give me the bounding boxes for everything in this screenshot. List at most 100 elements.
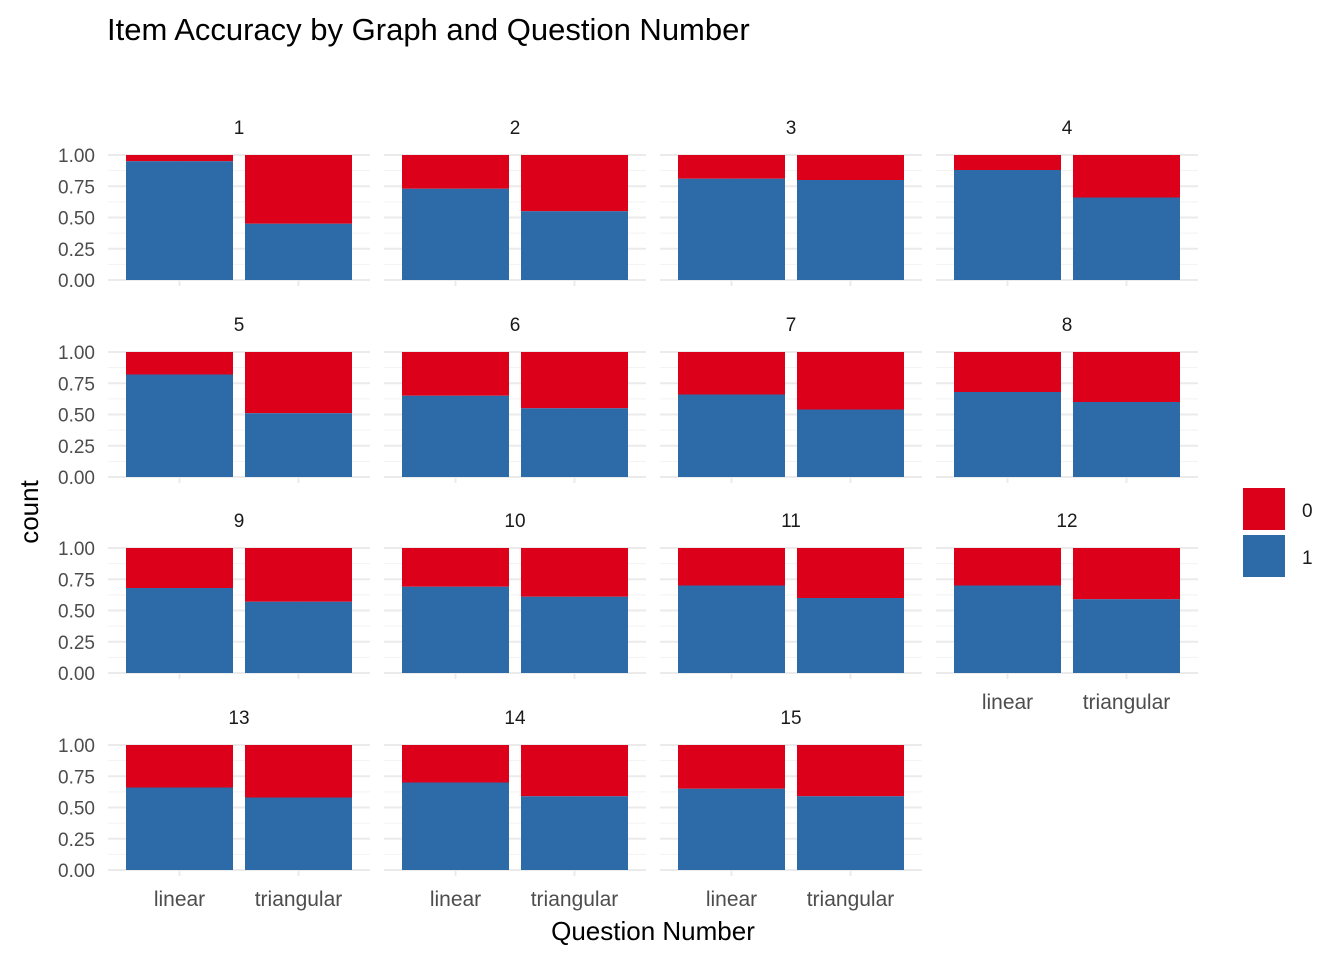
bar-segment-1-linear bbox=[954, 170, 1061, 280]
bar-segment-1-triangular bbox=[521, 796, 628, 870]
y-tick-label: 0.25 bbox=[58, 633, 95, 654]
panel-14: 14 linear triangular bbox=[384, 708, 646, 911]
bar-segment-1-linear bbox=[678, 178, 785, 280]
panel-9: 9 0.00 0.25 0.50 0.75 1.00 bbox=[58, 511, 370, 685]
bar-segment-0-triangular bbox=[797, 352, 904, 410]
panel-13: 13 0.00 0.25 0.50 0.75 1.00 linear triangular bbox=[58, 708, 370, 911]
bar-segment-1-triangular bbox=[245, 601, 352, 673]
bar-segment-1-linear bbox=[402, 395, 509, 477]
bar-segment-1-linear bbox=[126, 161, 233, 280]
bar-segment-0-triangular bbox=[521, 352, 628, 409]
y-tick-label: 0.00 bbox=[58, 664, 95, 685]
bar-segment-0-linear bbox=[678, 548, 785, 586]
panel-strip-label: 14 bbox=[504, 708, 526, 729]
bar-segment-0-linear bbox=[126, 352, 233, 375]
bar-segment-0-triangular bbox=[521, 155, 628, 212]
bar-segment-0-triangular bbox=[245, 548, 352, 602]
y-tick-label: 0.00 bbox=[58, 271, 95, 292]
y-tick-label: 1.00 bbox=[58, 736, 95, 757]
legend-label-0: 0 bbox=[1302, 501, 1313, 522]
y-tick-label: 0.75 bbox=[58, 374, 95, 395]
bar-segment-0-linear bbox=[402, 155, 509, 189]
bar-segment-1-triangular bbox=[797, 180, 904, 280]
y-tick-label: 0.00 bbox=[58, 861, 95, 882]
y-tick-label: 0.75 bbox=[58, 177, 95, 198]
panel-12: 12 linear triangular bbox=[936, 511, 1198, 714]
panel-strip-label: 4 bbox=[1062, 118, 1073, 139]
x-tick-label: linear bbox=[154, 888, 205, 911]
bar-segment-1-linear bbox=[402, 188, 509, 280]
panel-11: 11 bbox=[660, 511, 922, 679]
bar-segment-0-triangular bbox=[797, 548, 904, 598]
bar-segment-0-linear bbox=[126, 155, 233, 162]
facet-panels: 1 0.00 0.25 0.50 0.75 1.00 2 3 4 5 0.00 0.25 0.50 0.7… bbox=[58, 118, 1198, 911]
legend-swatch-1 bbox=[1243, 535, 1285, 577]
panel-strip-label: 5 bbox=[234, 315, 245, 336]
legend: 0 1 bbox=[1243, 488, 1313, 577]
panel-strip-label: 13 bbox=[228, 708, 249, 729]
panel-15: 15 linear triangular bbox=[660, 708, 922, 911]
bar-segment-1-triangular bbox=[245, 797, 352, 870]
bar-segment-1-triangular bbox=[1073, 197, 1180, 280]
bar-segment-0-triangular bbox=[1073, 548, 1180, 600]
bar-segment-1-triangular bbox=[521, 211, 628, 280]
panel-strip-label: 7 bbox=[786, 315, 797, 336]
bar-segment-1-linear bbox=[678, 585, 785, 673]
y-tick-label: 0.50 bbox=[58, 602, 95, 623]
bar-segment-0-linear bbox=[678, 352, 785, 395]
bar-segment-0-triangular bbox=[245, 745, 352, 798]
y-tick-label: 1.00 bbox=[58, 539, 95, 560]
y-tick-label: 0.25 bbox=[58, 240, 95, 261]
bar-segment-0-triangular bbox=[1073, 155, 1180, 198]
bar-segment-1-triangular bbox=[245, 413, 352, 477]
bar-segment-0-triangular bbox=[797, 155, 904, 180]
bar-segment-1-linear bbox=[678, 788, 785, 870]
bar-segment-1-linear bbox=[126, 588, 233, 673]
y-tick-label: 0.50 bbox=[58, 799, 95, 820]
bar-segment-0-linear bbox=[126, 745, 233, 788]
panel-strip-label: 10 bbox=[504, 511, 525, 532]
y-tick-label: 0.50 bbox=[58, 209, 95, 230]
bar-segment-0-triangular bbox=[797, 745, 904, 797]
legend-label-1: 1 bbox=[1302, 548, 1313, 569]
panel-5: 5 0.00 0.25 0.50 0.75 1.00 bbox=[58, 315, 370, 489]
bar-segment-1-linear bbox=[678, 394, 785, 477]
panel-strip-label: 11 bbox=[781, 511, 801, 532]
bar-segment-1-triangular bbox=[797, 796, 904, 870]
bar-segment-0-linear bbox=[402, 548, 509, 587]
bar-segment-0-triangular bbox=[245, 352, 352, 414]
x-tick-label: triangular bbox=[255, 888, 343, 911]
bar-segment-0-linear bbox=[402, 352, 509, 396]
y-tick-label: 0.00 bbox=[58, 468, 95, 489]
bar-segment-1-linear bbox=[402, 586, 509, 673]
bar-segment-1-triangular bbox=[797, 598, 904, 673]
bar-segment-1-triangular bbox=[1073, 402, 1180, 477]
bar-segment-0-linear bbox=[954, 548, 1061, 586]
bar-segment-1-triangular bbox=[521, 408, 628, 477]
y-tick-label: 1.00 bbox=[58, 343, 95, 364]
bar-segment-1-linear bbox=[402, 782, 509, 870]
bar-segment-0-linear bbox=[954, 155, 1061, 170]
bar-segment-1-triangular bbox=[245, 223, 352, 280]
panel-1: 1 0.00 0.25 0.50 0.75 1.00 bbox=[58, 118, 370, 292]
y-tick-label: 0.75 bbox=[58, 767, 95, 788]
bar-segment-1-triangular bbox=[797, 409, 904, 477]
panel-strip-label: 8 bbox=[1062, 315, 1073, 336]
panel-strip-label: 3 bbox=[786, 118, 797, 139]
y-axis-title: count bbox=[14, 479, 44, 543]
legend-swatch-0 bbox=[1243, 488, 1285, 530]
chart-title: Item Accuracy by Graph and Question Numb… bbox=[107, 12, 750, 47]
y-tick-label: 0.50 bbox=[58, 406, 95, 427]
panel-2: 2 bbox=[384, 118, 646, 286]
panel-7: 7 bbox=[660, 315, 922, 483]
x-tick-label: linear bbox=[430, 888, 481, 911]
x-axis-title: Question Number bbox=[551, 916, 755, 946]
bar-segment-0-linear bbox=[678, 155, 785, 179]
bar-segment-0-linear bbox=[126, 548, 233, 588]
bar-segment-0-triangular bbox=[1073, 352, 1180, 402]
panel-strip-label: 1 bbox=[234, 118, 245, 139]
bar-segment-1-linear bbox=[954, 392, 1061, 477]
x-tick-label: linear bbox=[706, 888, 757, 911]
bar-segment-0-triangular bbox=[521, 548, 628, 597]
